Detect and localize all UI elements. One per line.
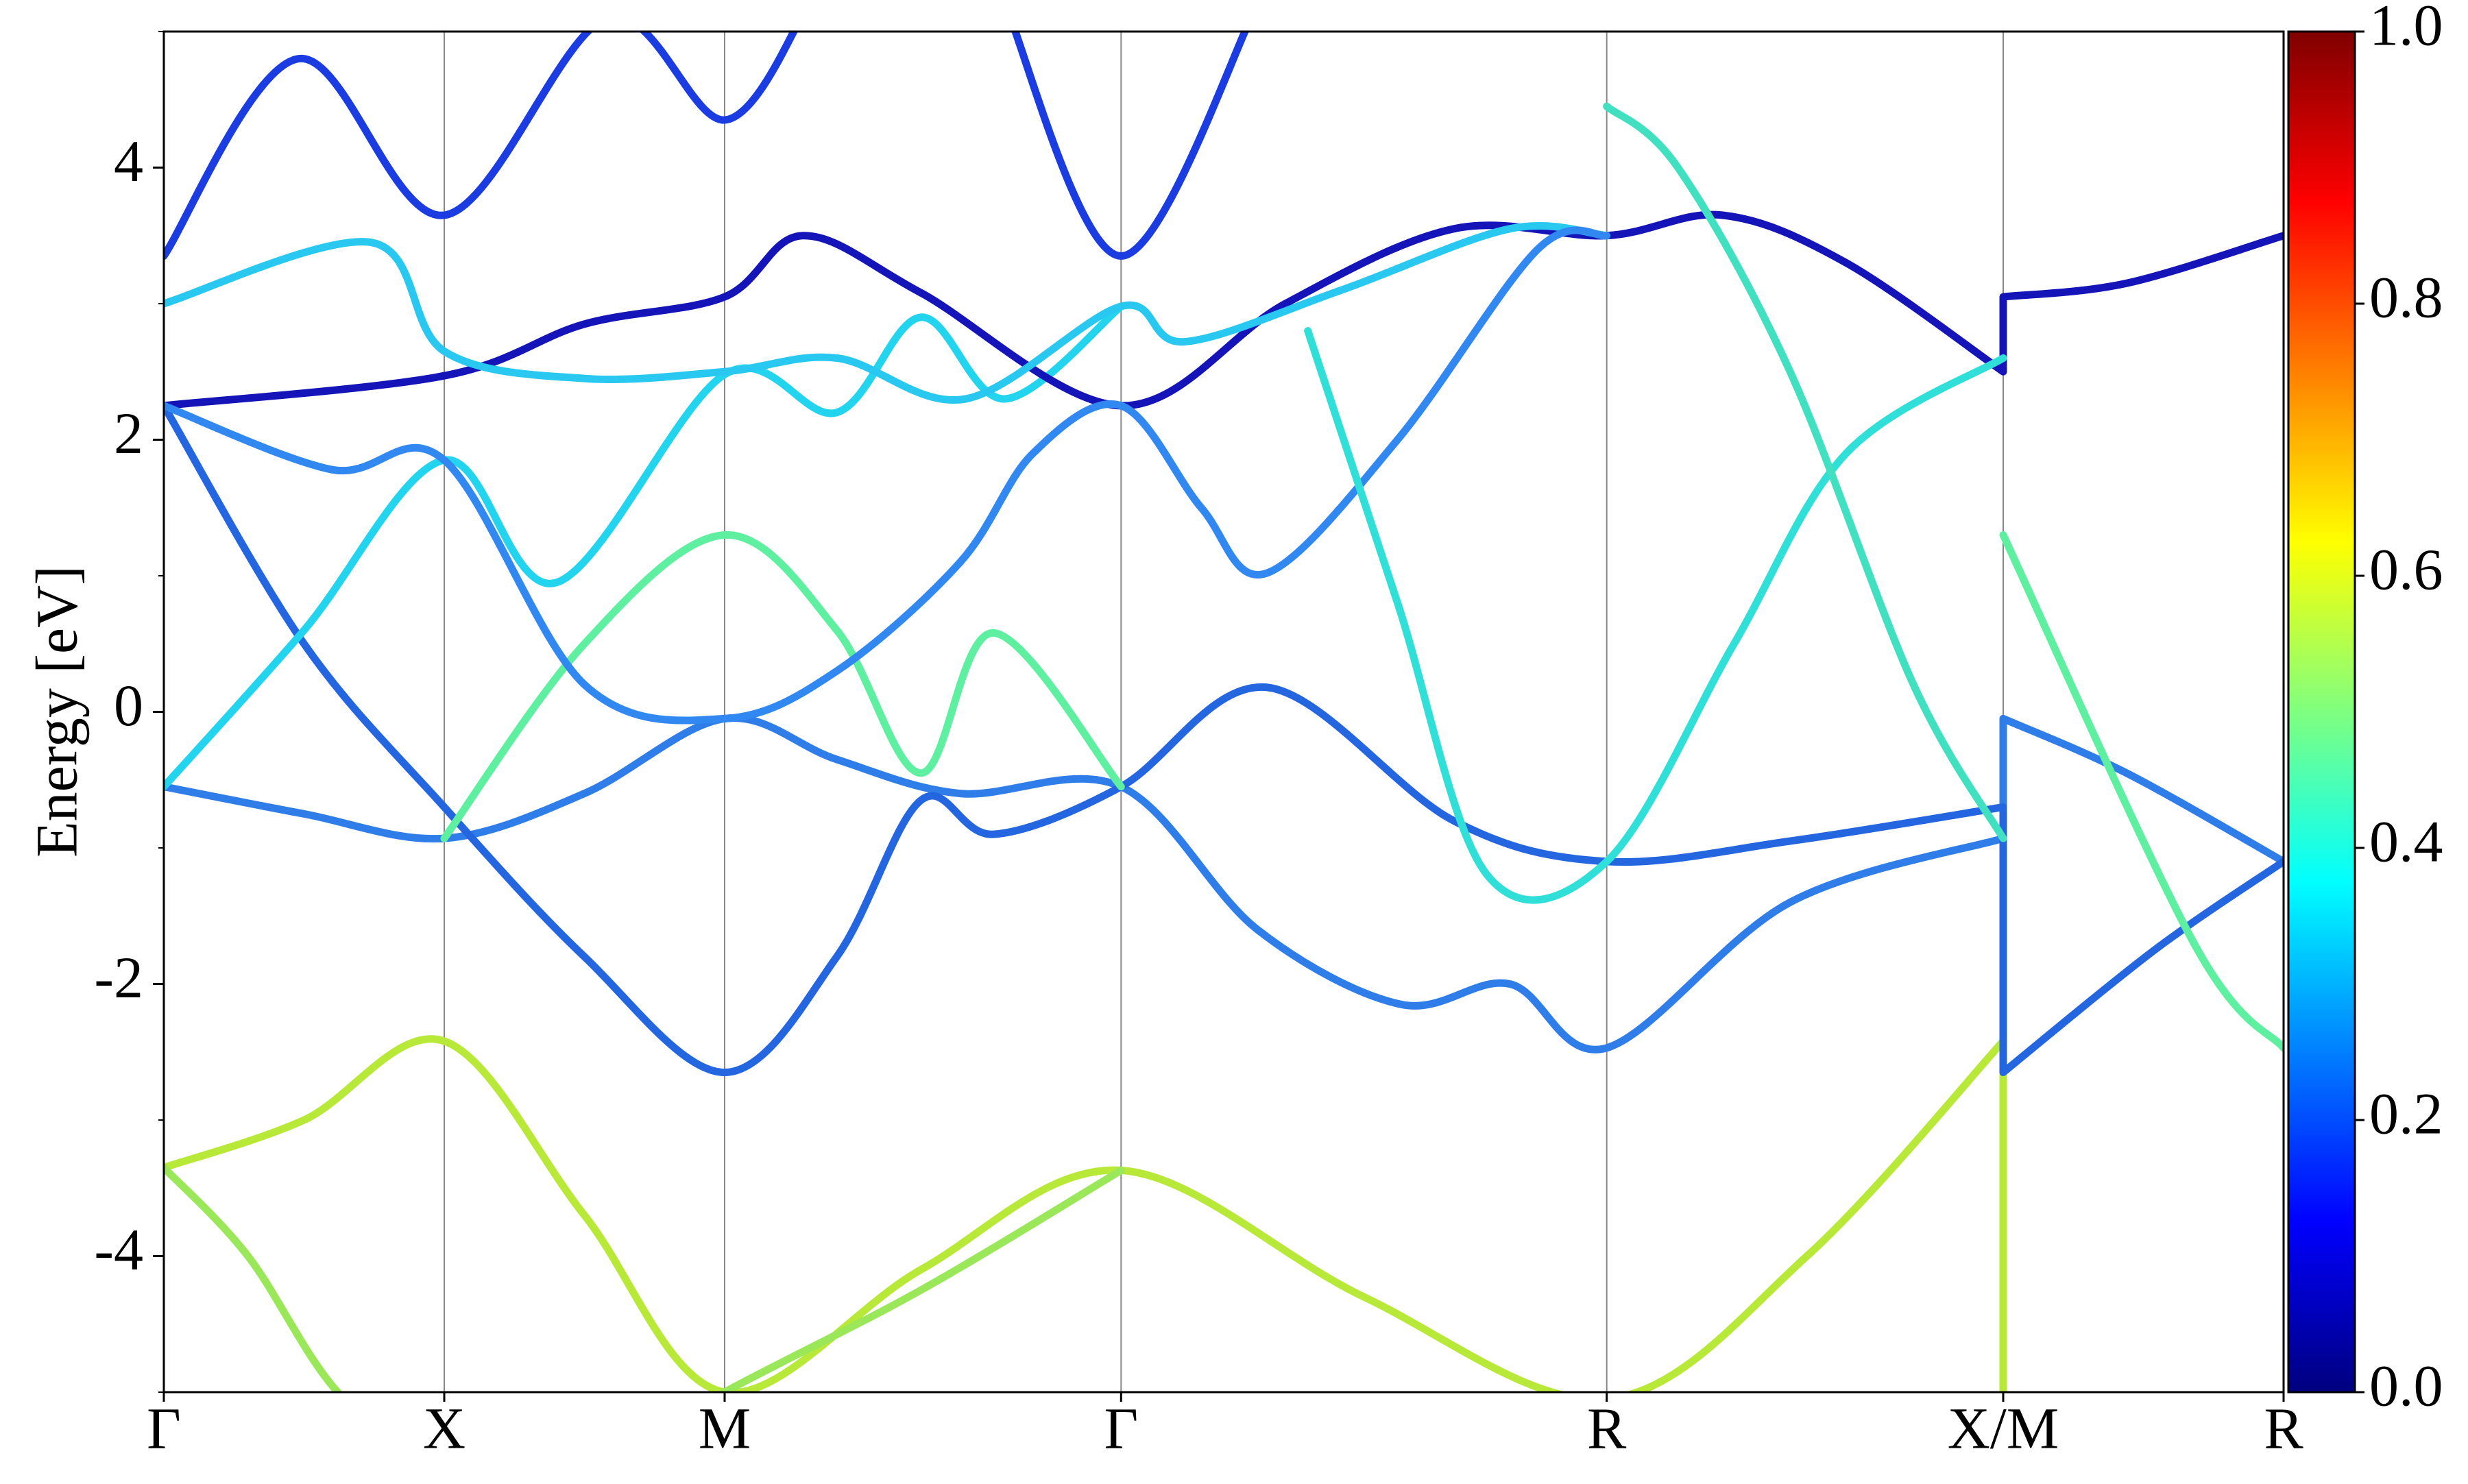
x-tick-label: M (699, 1396, 751, 1461)
y-tick-label: -4 (94, 1217, 143, 1282)
colorbar-tick-label: 0.0 (2369, 1353, 2443, 1419)
band (164, 714, 2284, 1054)
colorbar-tick-label: 1.0 (2369, 0, 2443, 58)
band (1304, 327, 2007, 904)
colorbar-tick-label: 0.2 (2369, 1081, 2443, 1147)
x-tick-label: X/M (1948, 1396, 2059, 1461)
x-tick-label: R (2264, 1396, 2303, 1461)
band (164, 32, 1249, 260)
colorbar (2287, 30, 2356, 1394)
band (164, 1163, 1125, 1392)
y-tick-label: 4 (114, 128, 143, 194)
band (164, 226, 1611, 725)
x-tick-label: Γ (147, 1396, 181, 1461)
x-tick-label: Γ (1104, 1396, 1138, 1461)
band (440, 531, 2284, 1052)
band (1603, 102, 2007, 842)
y-axis-label: Energy [eV] (24, 565, 90, 857)
bands (164, 32, 2284, 1392)
band (164, 302, 1125, 791)
plot-frame (162, 30, 2285, 1394)
x-tick-label: X (423, 1396, 465, 1461)
colorbar-tick-label: 0.8 (2369, 265, 2443, 330)
band (164, 1035, 2007, 1392)
y-tick-label: 0 (114, 672, 143, 738)
y-tick-label: -2 (94, 945, 143, 1010)
band (164, 402, 2284, 1077)
y-tick-label: 2 (114, 400, 143, 466)
colorbar-tick-label: 0.4 (2369, 809, 2443, 875)
x-tick-label: R (1587, 1396, 1627, 1461)
grid (163, 32, 2284, 1392)
colorbar-tick-label: 0.6 (2369, 537, 2443, 603)
band (164, 222, 1611, 404)
